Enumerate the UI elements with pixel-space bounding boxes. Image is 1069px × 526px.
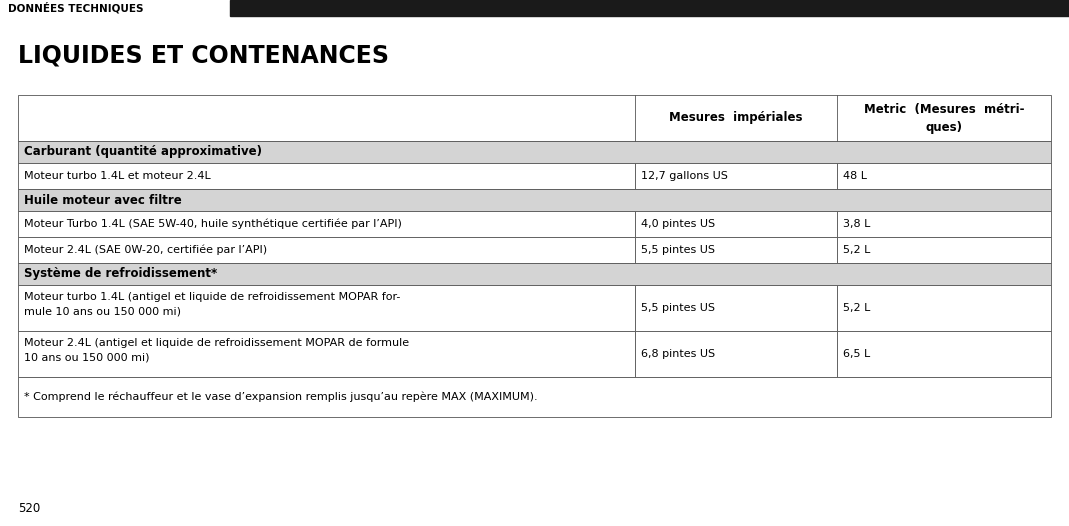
Text: 5,2 L: 5,2 L <box>843 303 870 313</box>
Text: 5,2 L: 5,2 L <box>843 245 870 255</box>
Bar <box>837 285 1051 331</box>
Bar <box>635 331 837 377</box>
Bar <box>18 189 1051 211</box>
Text: Mesures  impériales: Mesures impériales <box>669 112 803 125</box>
Bar <box>837 211 1051 237</box>
Text: * Comprend le réchauffeur et le vase d’expansion remplis jusqu’au repère MAX (MA: * Comprend le réchauffeur et le vase d’e… <box>24 392 538 402</box>
Text: Metric  (Mesures  métri-
ques): Metric (Mesures métri- ques) <box>864 103 1024 134</box>
Text: 4,0 pintes US: 4,0 pintes US <box>641 219 715 229</box>
Bar <box>230 0 1069 16</box>
Text: DONNÉES TECHNIQUES: DONNÉES TECHNIQUES <box>7 2 143 14</box>
Text: 5,5 pintes US: 5,5 pintes US <box>641 303 715 313</box>
Text: 3,8 L: 3,8 L <box>843 219 870 229</box>
Bar <box>18 237 635 263</box>
Bar <box>837 163 1051 189</box>
Text: Moteur turbo 1.4L (antigel et liquide de refroidissement MOPAR for-
mule 10 ans : Moteur turbo 1.4L (antigel et liquide de… <box>24 292 401 317</box>
Text: Système de refroidissement*: Système de refroidissement* <box>24 268 217 280</box>
Bar <box>837 237 1051 263</box>
Text: 6,8 pintes US: 6,8 pintes US <box>641 349 715 359</box>
Text: Moteur 2.4L (antigel et liquide de refroidissement MOPAR de formule
10 ans ou 15: Moteur 2.4L (antigel et liquide de refro… <box>24 338 409 362</box>
Text: LIQUIDES ET CONTENANCES: LIQUIDES ET CONTENANCES <box>18 44 389 68</box>
Bar <box>18 331 635 377</box>
Bar <box>18 285 635 331</box>
Text: Moteur Turbo 1.4L (SAE 5W-40, huile synthétique certifiée par l’API): Moteur Turbo 1.4L (SAE 5W-40, huile synt… <box>24 219 402 229</box>
Bar <box>837 331 1051 377</box>
Bar <box>635 237 837 263</box>
Text: 48 L: 48 L <box>843 171 867 181</box>
Text: Moteur 2.4L (SAE 0W-20, certifiée par l’API): Moteur 2.4L (SAE 0W-20, certifiée par l’… <box>24 245 267 255</box>
Bar <box>635 163 837 189</box>
Text: Carburant (quantité approximative): Carburant (quantité approximative) <box>24 146 262 158</box>
Bar <box>635 211 837 237</box>
Text: 5,5 pintes US: 5,5 pintes US <box>641 245 715 255</box>
Bar <box>18 141 1051 163</box>
Text: 6,5 L: 6,5 L <box>843 349 870 359</box>
Bar <box>635 285 837 331</box>
Text: 520: 520 <box>18 502 41 515</box>
Bar <box>18 95 1051 141</box>
Bar <box>18 377 1051 417</box>
Text: Moteur turbo 1.4L et moteur 2.4L: Moteur turbo 1.4L et moteur 2.4L <box>24 171 211 181</box>
Text: Huile moteur avec filtre: Huile moteur avec filtre <box>24 194 182 207</box>
Bar <box>18 163 635 189</box>
Bar <box>18 211 635 237</box>
Bar <box>18 263 1051 285</box>
Text: 12,7 gallons US: 12,7 gallons US <box>641 171 728 181</box>
